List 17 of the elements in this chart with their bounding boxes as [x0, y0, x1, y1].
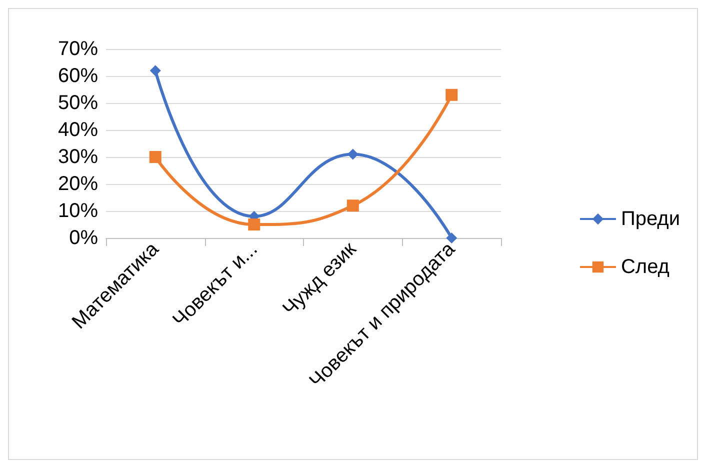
y-tick-label: 70% — [58, 38, 98, 60]
y-tick-label: 30% — [58, 146, 98, 168]
legend-label: Преди — [620, 208, 680, 230]
point — [446, 88, 458, 101]
point — [347, 148, 358, 160]
point — [248, 218, 260, 230]
legend-label: След — [620, 256, 670, 278]
point — [150, 65, 161, 76]
y-tick-label: 50% — [58, 92, 98, 114]
point — [446, 232, 458, 244]
y-tick-label: 0% — [69, 227, 98, 249]
y-tick-label: 20% — [58, 173, 98, 195]
y-tick-label: 60% — [58, 65, 98, 87]
y-tick-label: 40% — [58, 119, 98, 141]
y-tick-label: 10% — [58, 200, 98, 222]
point — [346, 200, 359, 212]
point — [149, 151, 162, 163]
